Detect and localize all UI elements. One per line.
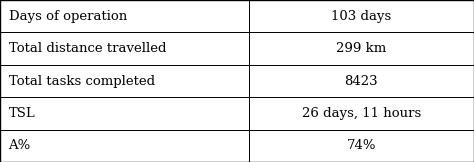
Bar [0,130,249,162]
Text: 26 days, 11 hours: 26 days, 11 hours [302,107,421,120]
Text: TSL: TSL [9,107,35,120]
Bar [0,32,249,65]
Bar [249,97,474,130]
Bar [249,32,474,65]
Bar [0,97,249,130]
Text: Total tasks completed: Total tasks completed [9,75,155,87]
Bar [249,130,474,162]
Text: A%: A% [9,139,31,152]
Text: Total distance travelled: Total distance travelled [9,42,166,55]
Bar [249,65,474,97]
Text: 8423: 8423 [345,75,378,87]
Bar [0,0,249,32]
Bar [249,0,474,32]
Text: 299 km: 299 km [336,42,387,55]
Text: Days of operation: Days of operation [9,10,127,23]
Bar [0,65,249,97]
Text: 103 days: 103 days [331,10,392,23]
Text: 74%: 74% [346,139,376,152]
